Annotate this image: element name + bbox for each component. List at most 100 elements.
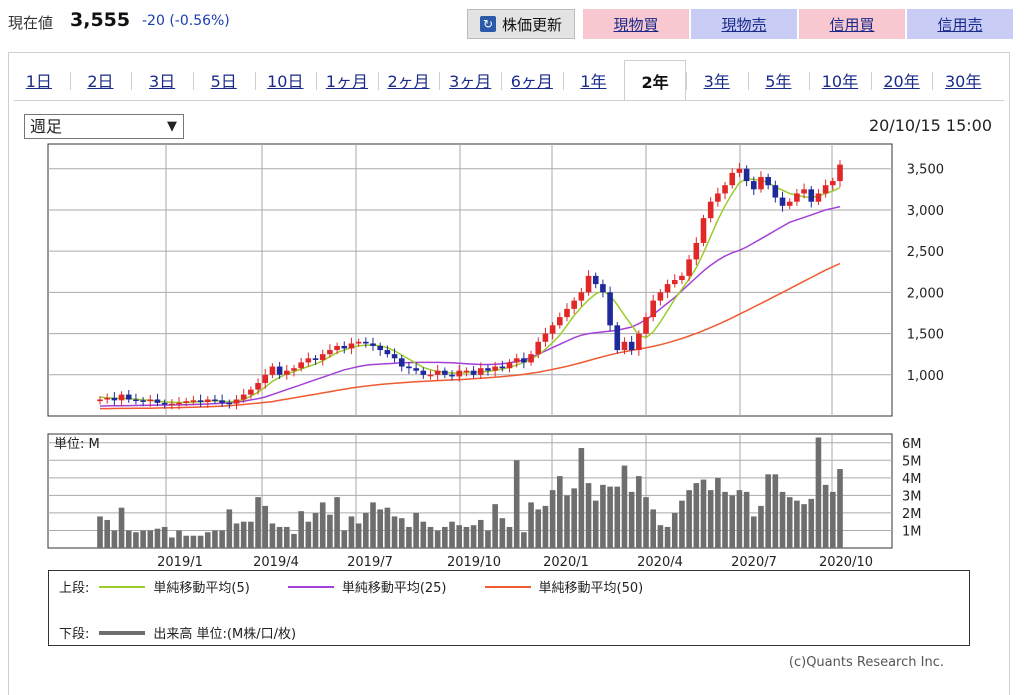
- volume-tick-label: 3M: [902, 489, 922, 504]
- candle-body: [506, 362, 513, 369]
- price-label: 現在値: [8, 14, 54, 32]
- candle-body: [808, 189, 815, 202]
- volume-bar: [585, 483, 592, 548]
- tab-7[interactable]: 2ヶ月: [387, 72, 430, 91]
- volume-bar: [628, 491, 635, 548]
- volume-unit-label: 単位: M: [54, 436, 100, 452]
- candle-body: [499, 366, 506, 369]
- candle-body: [118, 394, 125, 401]
- candle-body: [291, 368, 297, 371]
- tab-9[interactable]: 6ヶ月: [510, 72, 553, 91]
- x-tick-label: 2020/1: [543, 555, 589, 570]
- candle-body: [456, 370, 463, 377]
- tab-8[interactable]: 3ヶ月: [449, 72, 492, 91]
- tab-separator: [501, 72, 502, 90]
- price-tick-label: 2,500: [907, 245, 944, 260]
- candle-body: [736, 168, 743, 173]
- spot-buy-button[interactable]: 現物買: [583, 9, 689, 39]
- candle-body: [564, 308, 570, 318]
- interval-select[interactable]: 週足 ▼: [24, 114, 184, 139]
- volume-bar: [557, 476, 563, 548]
- volume-bar: [413, 512, 419, 548]
- volume-bar: [758, 505, 764, 548]
- tab-separator: [870, 72, 872, 90]
- candle-body: [111, 397, 118, 401]
- volume-bar: [578, 448, 585, 548]
- volume-bar: [398, 518, 405, 548]
- tab-11[interactable]: 2年: [624, 60, 686, 100]
- volume-bar: [664, 526, 671, 548]
- tab-separator: [439, 72, 441, 90]
- volume-bar: [248, 521, 254, 548]
- refresh-icon: ↻: [479, 16, 496, 32]
- volume-tick-label: 5M: [902, 454, 922, 469]
- volume-bar: [183, 535, 190, 548]
- tab-1[interactable]: 1日: [25, 72, 52, 91]
- volume-bar: [765, 474, 771, 548]
- tab-14[interactable]: 10年: [821, 72, 859, 91]
- candle-body: [542, 333, 549, 342]
- x-tick-label: 2019/10: [447, 555, 501, 570]
- volume-bar: [363, 512, 369, 548]
- candle-body: [125, 394, 132, 400]
- volume-bar: [528, 502, 534, 548]
- volume-bar: [621, 465, 628, 548]
- tab-6[interactable]: 1ヶ月: [325, 72, 369, 91]
- volume-bar: [97, 516, 103, 548]
- margin-buy-button[interactable]: 信用買: [799, 9, 905, 39]
- volume-bar: [434, 530, 441, 548]
- margin-sell-button[interactable]: 信用売: [907, 9, 1013, 39]
- tab-10[interactable]: 1年: [580, 72, 607, 91]
- period-tabs: 1日 2日 3日 5日 10日 1ヶ月 2ヶ月 3ヶ月 6ヶ月 1年 2年 3年 5年 10年 20年 30年: [8, 60, 994, 100]
- candle-body: [384, 350, 391, 355]
- update-price-label: 株価更新: [501, 15, 562, 34]
- candle-body: [276, 366, 283, 375]
- candle-body: [226, 402, 233, 405]
- candle-body: [442, 370, 448, 375]
- tab-4[interactable]: 5日: [210, 72, 237, 91]
- tab-12[interactable]: 3年: [703, 72, 730, 91]
- tab-2[interactable]: 2日: [87, 72, 114, 91]
- spot-sell-button[interactable]: 現物売: [691, 9, 797, 39]
- tab-3[interactable]: 3日: [148, 72, 176, 91]
- top-bar: 現在値 3,555 -20 (-0.56%) ↻ 株価更新 現物買 現物売 信用…: [0, 0, 1024, 48]
- volume-bar: [686, 490, 692, 548]
- volume-bar: [370, 502, 376, 548]
- candle-body: [190, 400, 197, 402]
- update-price-button[interactable]: ↻ 株価更新: [467, 9, 575, 39]
- candle-body: [786, 201, 793, 206]
- chart-timestamp: 20/10/15 15:00: [868, 116, 992, 135]
- volume-bar: [420, 521, 427, 548]
- tab-16[interactable]: 30年: [945, 72, 982, 91]
- volume-bar: [535, 509, 542, 548]
- candle-body: [212, 399, 218, 402]
- tab-15[interactable]: 20年: [883, 72, 920, 91]
- candle-body: [449, 374, 455, 377]
- legend-ma25: 単純移動平均(25): [278, 577, 447, 596]
- volume-bar: [226, 509, 233, 548]
- volume-bar: [190, 535, 197, 548]
- volume-bar: [262, 505, 269, 548]
- candle-body: [406, 366, 412, 369]
- candle-body: [621, 341, 628, 351]
- legend-ma50: 単純移動平均(50): [475, 577, 643, 596]
- volume-bar: [707, 490, 714, 548]
- volume-bar: [485, 530, 491, 548]
- tab-5[interactable]: 10日: [267, 72, 304, 91]
- candle-body: [133, 399, 139, 402]
- volume-bar: [442, 526, 448, 548]
- candle-body: [794, 193, 800, 202]
- tab-separator: [747, 72, 749, 90]
- candle-body: [715, 193, 721, 202]
- tab-13[interactable]: 5年: [765, 72, 792, 91]
- candle-body: [427, 374, 434, 377]
- candle-body: [679, 275, 685, 280]
- volume-bar: [427, 526, 434, 548]
- volume-bar: [808, 498, 815, 548]
- candle-body: [557, 317, 563, 326]
- candle-body: [578, 292, 585, 301]
- volume-bar: [341, 530, 348, 548]
- candle-body: [319, 354, 326, 360]
- volume-bar: [377, 509, 383, 548]
- candle-body: [636, 333, 642, 351]
